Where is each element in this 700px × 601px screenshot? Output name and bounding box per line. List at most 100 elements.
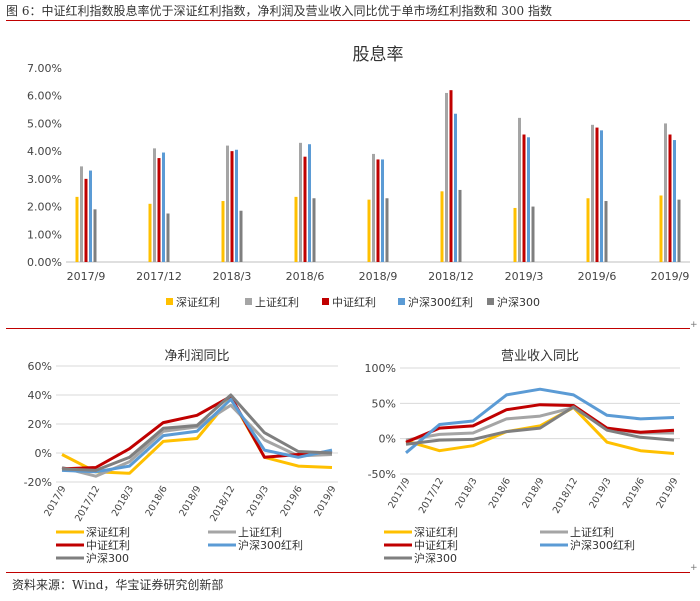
- figure-title: 图 6：中证红利指数股息率优于深证红利指数，净利润及营业收入同比优于单市场红利指…: [6, 4, 552, 18]
- bar: [153, 148, 156, 262]
- bar: [372, 153, 375, 262]
- bar: [166, 213, 170, 262]
- bar: [604, 201, 608, 262]
- x-tick-label: 2017/12: [136, 270, 182, 283]
- x-tick-label: 2018/6: [487, 476, 513, 510]
- series-line: [61, 397, 333, 474]
- x-tick-label: 2018/12: [428, 270, 474, 283]
- bar: [148, 203, 152, 262]
- y-tick-label: 50%: [372, 397, 396, 410]
- bar: [385, 198, 389, 262]
- y-tick-label: 0%: [35, 447, 52, 460]
- bar: [677, 199, 681, 262]
- legend-swatch: [322, 298, 329, 305]
- x-tick-label: 2019/3: [587, 476, 613, 510]
- bar: [668, 134, 672, 262]
- x-tick-label: 2017/9: [67, 270, 106, 283]
- series-line: [405, 403, 675, 444]
- x-tick-label: 2018/12: [551, 476, 580, 516]
- legend-swatch: [487, 298, 494, 305]
- bar: [312, 198, 316, 262]
- bar: [600, 130, 603, 262]
- bar: [454, 113, 457, 262]
- legend-label: 上证红利: [255, 296, 299, 309]
- bar: [367, 199, 371, 262]
- top-rule: [6, 20, 690, 21]
- x-tick-label: 2018/9: [520, 476, 546, 510]
- net-profit-yoy-chart: 净利润同比 -20% 0% 20% 40% 60% 2017/9 2017/12 2018/3 2…: [24, 349, 339, 565]
- bar: [221, 201, 225, 262]
- y-tick-label: 20%: [28, 418, 52, 431]
- series-line: [61, 396, 333, 475]
- y-tick-label: 2.00%: [27, 201, 62, 214]
- legend-label: 中证红利: [414, 539, 458, 552]
- bar: [235, 149, 238, 262]
- x-tick-label: 2018/6: [286, 270, 325, 283]
- x-tick-label: 2018/3: [213, 270, 252, 283]
- bar: [93, 209, 97, 262]
- legend-label: 沪深300红利: [570, 538, 635, 552]
- crosshair-icon: +: [690, 320, 698, 330]
- legend-swatch: [245, 298, 252, 305]
- y-tick-label: 1.00%: [27, 228, 62, 241]
- bar: [531, 206, 535, 262]
- bar: [458, 189, 462, 262]
- bar: [308, 144, 311, 262]
- series-line: [405, 387, 675, 454]
- bar: [440, 191, 444, 262]
- legend-label: 深证红利: [414, 526, 458, 539]
- bar: [230, 151, 234, 262]
- legend-swatch: [166, 298, 173, 305]
- series-line: [61, 393, 333, 472]
- bar: [518, 117, 521, 262]
- y-tick-label: 40%: [28, 389, 52, 402]
- middle-rule: [6, 328, 690, 329]
- legend-label: 中证红利: [332, 296, 376, 309]
- bar: [445, 92, 448, 262]
- legend-label: 中证红利: [86, 539, 130, 552]
- bar: [226, 145, 229, 262]
- bar: [659, 195, 663, 262]
- y-tick-label: 0.00%: [27, 256, 62, 269]
- x-tick-label: 2019/3: [245, 484, 271, 518]
- chart-title: 股息率: [353, 45, 404, 65]
- bottom-rule: [6, 572, 690, 573]
- x-tick-label: 2017/9: [386, 476, 412, 510]
- bar: [513, 207, 517, 262]
- bar: [239, 210, 243, 262]
- legend-label: 上证红利: [238, 526, 282, 539]
- bar: [75, 196, 79, 262]
- x-tick-label: 2019/9: [312, 484, 338, 518]
- bar: [586, 198, 590, 262]
- source-note: 资料来源：Wind，华宝证券研究创新部: [12, 578, 224, 592]
- bar: [527, 137, 530, 262]
- crosshair-icon: +: [690, 563, 698, 573]
- y-tick-label: 100%: [365, 362, 396, 375]
- x-tick-label: 2017/12: [73, 484, 102, 524]
- bar: [162, 152, 165, 262]
- chart-title: 营业收入同比: [501, 349, 579, 364]
- bar: [381, 159, 384, 262]
- bar: [84, 178, 88, 262]
- x-tick-label: 2019/6: [578, 270, 617, 283]
- y-tick-label: 3.00%: [27, 173, 62, 186]
- y-tick-label: 5.00%: [27, 117, 62, 130]
- legend-label: 沪深300红利: [408, 295, 473, 309]
- bar: [157, 158, 161, 262]
- bar: [664, 123, 667, 262]
- legend-label: 上证红利: [570, 526, 614, 539]
- x-tick-label: 2017/12: [417, 476, 446, 516]
- x-tick-label: 2018/3: [453, 476, 479, 510]
- series-line: [405, 406, 675, 455]
- bar: [595, 127, 599, 262]
- x-tick-label: 2018/3: [110, 484, 136, 518]
- y-tick-label: -50%: [368, 468, 396, 481]
- bar: [294, 196, 298, 262]
- legend-label: 深证红利: [86, 526, 130, 539]
- legend-swatch: [398, 298, 405, 305]
- revenue-yoy-chart: 营业收入同比 -50% 0% 50% 100% 2017/9 2017/12 2018/3 20…: [365, 349, 681, 565]
- legend-label: 沪深300: [414, 551, 457, 565]
- bar: [449, 90, 453, 263]
- bar: [303, 156, 307, 262]
- x-tick-label: 2018/9: [359, 270, 398, 283]
